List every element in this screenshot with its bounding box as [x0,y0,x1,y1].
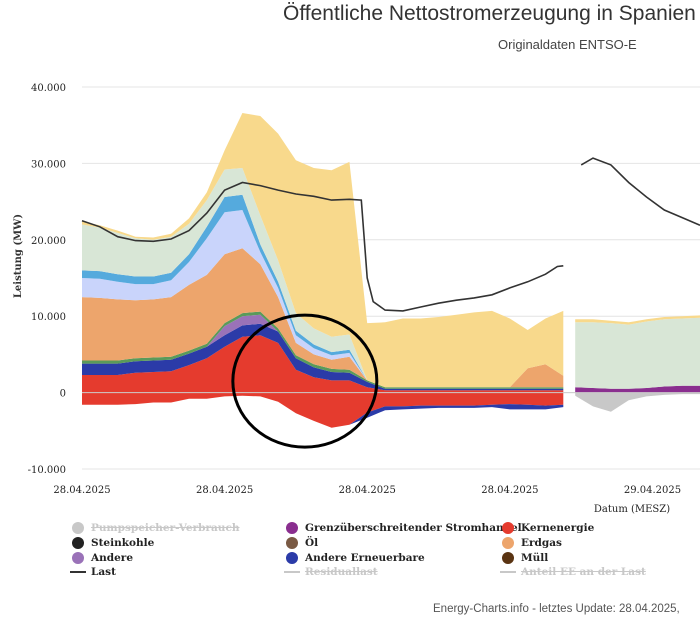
legend-item-andere-erneuerbare[interactable]: Andere Erneuerbare [286,552,425,564]
y-tick-label: 40.000 [31,83,66,94]
legend-label: Residuallast [305,566,378,578]
legend-marker-icon [502,537,514,549]
legend-item-residuallast[interactable]: Residuallast [284,566,378,578]
annotation-circle [231,313,379,449]
area-grenz-berschreitender-stromhandel[interactable] [575,385,700,393]
area-andere-erneuerbare[interactable] [82,323,564,391]
area-kernenergie-negative[interactable] [82,392,564,428]
legend-marker-icon [502,552,514,564]
legend-marker-icon [286,522,298,534]
chart-title: Öffentliche Nettostromerzeugung in Spani… [283,2,700,25]
area-solar[interactable] [575,315,700,325]
legend-label: Andere [91,552,134,564]
legend-label: Anteil EE an der Last [521,566,646,578]
x-tick-label: 28.04.2025 [53,485,110,496]
area-series-group [82,113,700,428]
legend-item-andere[interactable]: Andere [72,552,133,564]
legend-marker-icon [72,552,84,564]
area-pumpspeicher[interactable] [82,194,564,388]
legend-item-stromhandel[interactable]: Grenzüberschreitender Stromhandel [286,522,522,534]
area-kernenergie[interactable] [82,335,564,393]
y-tick-label: 30.000 [31,159,66,170]
area-pumpspeicher-verbrauch-negative[interactable] [575,392,700,412]
legend-label: Öl [305,537,319,549]
area-wind[interactable] [575,317,700,389]
legend-item-last[interactable]: Last [70,566,116,578]
y-axis-title: Leistung (MW) [13,214,24,298]
y-tick-label: 0 [60,389,66,400]
legend-line-icon [500,571,516,573]
chart-subtitle: Originaldaten ENTSO-E [498,37,637,52]
x-tick-label: 28.04.2025 [481,485,538,496]
legend-marker-icon [286,552,298,564]
legend-label: Erdgas [521,537,562,549]
legend-marker-icon [286,537,298,549]
legend-label: Grenzüberschreitender Stromhandel [305,522,522,534]
y-tick-label: -10.000 [28,465,66,476]
legend-item-muell[interactable]: Müll [502,552,548,564]
legend-item-steinkohle[interactable]: Steinkohle [72,537,154,549]
legend-item-oel[interactable]: Öl [286,537,318,549]
area-wind[interactable] [82,168,564,388]
legend-marker-icon [502,522,514,534]
x-axis-title: Datum (MESZ) [594,504,670,515]
chart-legend: Pumpspeicher-Verbrauch Steinkohle Andere… [0,522,700,582]
area-solar[interactable] [82,113,564,388]
y-tick-label: 10.000 [31,312,66,323]
line-last[interactable] [81,157,700,312]
x-tick-label: 29.04.2025 [624,485,681,496]
x-tick-label: 28.04.2025 [196,485,253,496]
legend-marker-icon [72,522,84,534]
legend-label: Kernenergie [521,522,595,534]
area-wasserkraft[interactable] [82,210,564,388]
legend-item-anteil-ee[interactable]: Anteil EE an der Last [500,566,646,578]
y-tick-label: 20.000 [31,236,66,247]
legend-line-icon [284,571,300,573]
footer-update-text: Energy-Charts.info - letztes Update: 28.… [433,603,680,615]
legend-line-icon [70,571,86,573]
legend-label: Pumpspeicher-Verbrauch [91,522,240,534]
legend-label: Last [91,566,116,578]
chart-area[interactable]: -10.000 0 10.000 20.000 30.000 40.000 28.04.20… [0,0,700,520]
legend-label: Andere Erneuerbare [305,552,425,564]
area-erdgas[interactable] [82,248,564,388]
legend-label: Müll [521,552,549,564]
legend-item-erdgas[interactable]: Erdgas [502,537,562,549]
legend-item-kernenergie[interactable]: Kernenergie [502,522,594,534]
x-tick-label: 28.04.2025 [339,485,396,496]
legend-item-pumpspeicher-verbrauch[interactable]: Pumpspeicher-Verbrauch [72,522,239,534]
legend-marker-icon [72,537,84,549]
legend-label: Steinkohle [91,537,155,549]
